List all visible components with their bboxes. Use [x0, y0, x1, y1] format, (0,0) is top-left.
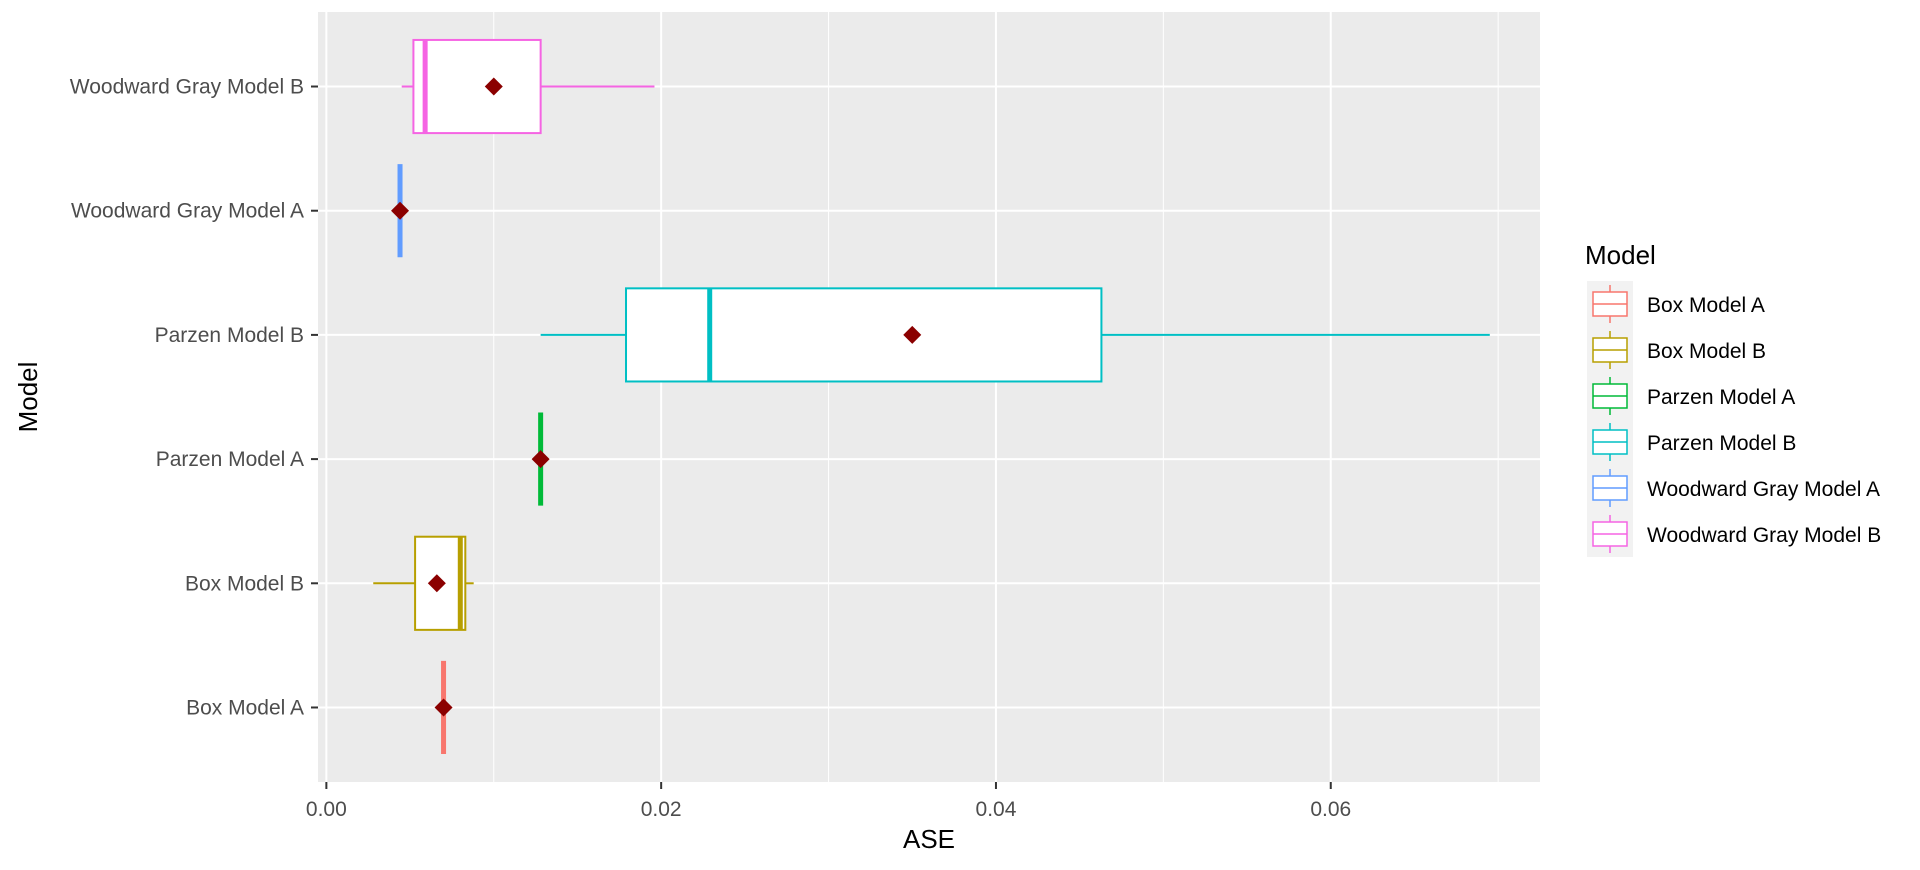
legend-label: Parzen Model B — [1647, 432, 1796, 455]
x-tick-label: 0.06 — [1310, 798, 1351, 821]
legend-item: Woodward Gray Model B — [1587, 511, 1881, 557]
box-parzen-model-b — [540, 287, 1490, 383]
mean-marker — [531, 450, 550, 469]
y-tick-label: Woodward Gray Model B — [70, 76, 304, 99]
x-axis: 0.00 0.02 0.04 0.06 — [306, 782, 1351, 821]
y-tick-label: Parzen Model B — [155, 324, 304, 347]
legend: Model Box Model A Box Model B Parzen Model… — [1585, 240, 1881, 557]
legend-label: Parzen Model A — [1647, 386, 1795, 409]
x-tick-label: 0.02 — [641, 798, 682, 821]
mean-marker — [903, 325, 922, 344]
legend-item: Woodward Gray Model A — [1587, 465, 1880, 511]
x-tick-label: 0.04 — [976, 798, 1017, 821]
x-tick-label: 0.00 — [306, 798, 347, 821]
panel-background — [318, 12, 1540, 782]
mean-marker — [427, 574, 446, 593]
mean-marker — [434, 698, 453, 717]
legend-item: Parzen Model B — [1587, 419, 1796, 465]
y-tick-label: Woodward Gray Model A — [71, 200, 304, 223]
legend-label: Box Model B — [1647, 340, 1766, 363]
iqr-box — [412, 38, 542, 135]
legend-item: Box Model A — [1587, 281, 1765, 327]
mean-marker — [484, 77, 503, 96]
y-axis-title: Model — [13, 362, 43, 433]
legend-item: Box Model B — [1587, 327, 1766, 373]
minor-gridlines — [493, 12, 1499, 782]
y-tick-label: Parzen Model A — [156, 448, 304, 471]
mean-marker — [391, 201, 410, 220]
legend-item: Parzen Model A — [1587, 373, 1795, 419]
box-woodward-gray-model-b — [401, 38, 655, 135]
legend-title: Model — [1585, 240, 1656, 270]
boxplot-series — [373, 38, 1490, 755]
y-tick-label: Box Model A — [186, 696, 304, 719]
iqr-box — [625, 287, 1103, 383]
legend-label: Woodward Gray Model A — [1647, 478, 1880, 501]
mean-markers — [391, 77, 922, 717]
y-axis: Box Model A Box Model B Parzen Model A Parz… — [70, 76, 318, 719]
legend-label: Woodward Gray Model B — [1647, 524, 1881, 547]
x-axis-title: ASE — [903, 824, 955, 854]
legend-label: Box Model A — [1647, 294, 1765, 317]
y-tick-label: Box Model B — [185, 572, 304, 595]
